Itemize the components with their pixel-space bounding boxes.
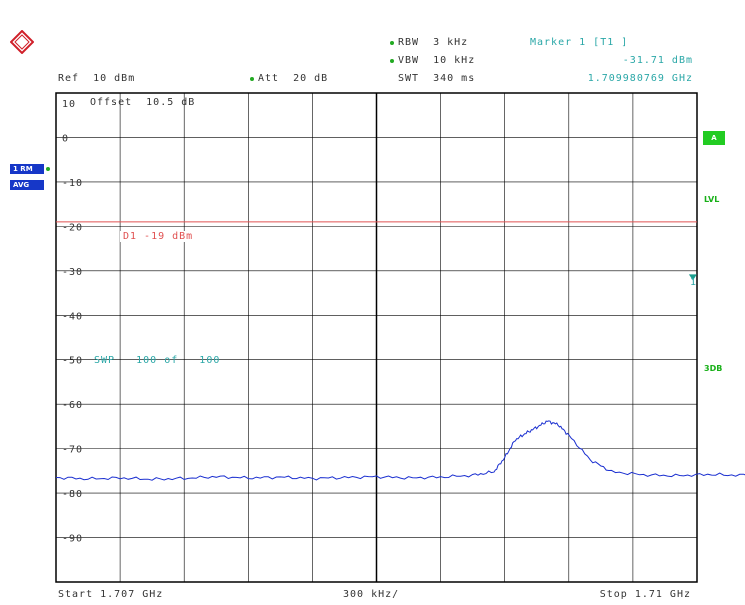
y-tick-label: -10 [62, 178, 83, 189]
y-tick-label: 0 [62, 133, 69, 144]
brand-logo-icon [10, 30, 34, 54]
rbw-label: RBW 3 kHz [398, 37, 469, 48]
trace-mode-badge: 1 RM [10, 164, 44, 174]
offset-label: Offset 10.5 dB [90, 97, 196, 108]
trace-line [55, 420, 745, 481]
ref-level-label: Ref 10 dBm [58, 73, 136, 84]
att-indicator-dot [250, 77, 254, 81]
lvl-label: LVL [704, 195, 720, 204]
y-tick-label: -70 [62, 445, 83, 456]
sweep-time-label: SWT 340 ms [398, 73, 476, 84]
rbw-indicator-dot [390, 41, 394, 45]
display-line-label: D1 -19 dBm [120, 231, 197, 242]
y-tick-label: -30 [62, 267, 83, 278]
y-tick-label: -60 [62, 400, 83, 411]
marker-triangle-icon [688, 274, 697, 281]
span-per-div-label: 300 kHz/ [343, 589, 400, 600]
y-tick-label: -80 [62, 489, 83, 500]
y-tick-label: -20 [62, 222, 83, 233]
y-tick-label: -90 [62, 534, 83, 545]
vbw-label: VBW 10 kHz [398, 55, 476, 66]
sweep-count-label: SWP 100 of 100 [94, 355, 221, 366]
vbw-indicator-dot [390, 59, 394, 63]
avg-badge: AVG [10, 180, 44, 190]
marker-title: Marker 1 [T1 ] [530, 37, 629, 48]
marker-number-label: 1 [690, 277, 698, 288]
screen-a-badge: A [703, 131, 725, 145]
stop-frequency-label: Stop 1.71 GHz [599, 589, 691, 600]
marker-frequency: 1.709980769 GHz [587, 73, 693, 84]
y-tick-label: -40 [62, 311, 83, 322]
start-frequency-label: Start 1.707 GHz [58, 589, 164, 600]
trace-indicator-dot [46, 167, 50, 171]
marker-level: -31.71 dBm [622, 55, 693, 66]
3db-label: 3DB [704, 364, 723, 373]
y-tick-label: -50 [62, 356, 83, 367]
attenuation-label: Att 20 dB [258, 73, 329, 84]
y-tick-label: 10 [62, 99, 76, 110]
